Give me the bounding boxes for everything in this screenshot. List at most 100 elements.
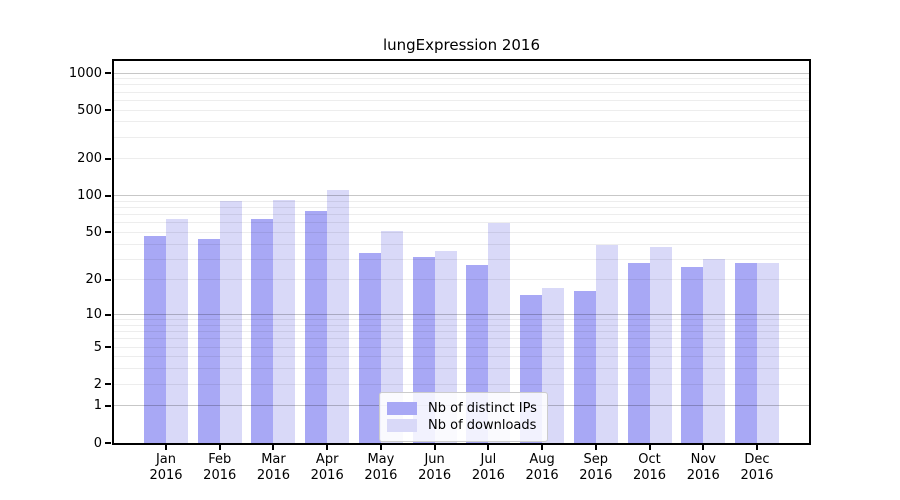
x-tick-month: Sep [583, 452, 609, 467]
x-tick-month: Dec [744, 452, 770, 467]
bar-downloads [166, 218, 188, 443]
x-axis-bottom-spine [111, 443, 811, 445]
x-tick-month: Jun [424, 452, 445, 467]
x-tick-year: 2016 [203, 468, 237, 483]
x-tick-year: 2016 [364, 468, 398, 483]
x-tick-month: Jul [480, 452, 497, 467]
y-gridline-major [113, 195, 809, 197]
y-tick [105, 346, 111, 349]
y-tick-label: 100 [77, 188, 102, 204]
y-gridline-major [113, 72, 809, 74]
x-tick-label: Nov 2016 [671, 452, 735, 484]
y-tick [105, 278, 111, 281]
bar-distinct-ips [305, 211, 328, 443]
bar-distinct-ips [358, 252, 381, 443]
y-gridline-minor [113, 338, 809, 340]
y-gridline-minor [113, 78, 809, 80]
y-gridline-minor [113, 383, 809, 385]
x-tick-year: 2016 [579, 468, 613, 483]
y-tick-label: 1 [93, 398, 102, 414]
x-tick [272, 445, 275, 450]
legend: Nb of distinct IPs Nb of downloads [379, 392, 548, 442]
y-tick [105, 72, 111, 74]
x-tick [487, 445, 490, 450]
y-tick-label: 2 [93, 376, 102, 392]
bar-distinct-ips [681, 266, 704, 443]
x-tick-label: Jul 2016 [456, 452, 520, 484]
x-tick [702, 445, 705, 450]
bar-downloads [327, 189, 350, 443]
bar-distinct-ips [197, 239, 220, 443]
bar-downloads [756, 262, 779, 443]
y-tick [105, 109, 111, 112]
x-tick-label: Apr 2016 [295, 452, 359, 484]
y-gridline-minor [113, 84, 809, 86]
chart-title: lungExpression 2016 [382, 36, 541, 54]
y-gridline-minor [113, 214, 809, 216]
y-tick-label: 50 [85, 224, 102, 240]
y-gridline-minor [113, 158, 809, 160]
y-gridline-minor [113, 368, 809, 370]
y-gridline-minor [113, 207, 809, 209]
y-tick [105, 404, 111, 407]
y-gridline-minor [113, 136, 809, 138]
x-tick-label: May 2016 [349, 452, 413, 484]
y-gridline-minor [113, 319, 809, 321]
y-gridline-minor [113, 279, 809, 281]
x-tick-year: 2016 [149, 468, 183, 483]
y-gridline-minor [113, 356, 809, 358]
bar-downloads [219, 201, 242, 443]
bar-downloads [703, 259, 726, 443]
y-gridline-major [113, 314, 809, 316]
x-tick [594, 445, 597, 450]
x-tick [165, 445, 167, 450]
legend-swatch-downloads [387, 419, 417, 432]
x-tick-label: Aug 2016 [510, 452, 574, 484]
x-tick-year: 2016 [418, 468, 452, 483]
bar-downloads [649, 246, 672, 443]
x-tick-label: Oct 2016 [618, 452, 682, 484]
bar-distinct-ips [573, 291, 596, 443]
y-gridline-minor [113, 231, 809, 233]
x-tick-year: 2016 [686, 468, 720, 483]
y-tick [105, 194, 111, 197]
x-tick-label: Sep 2016 [564, 452, 628, 484]
x-tick [218, 445, 221, 450]
bar-downloads [380, 231, 403, 443]
x-tick-month: May [367, 452, 395, 467]
x-tick [648, 445, 651, 450]
y-gridline-minor [113, 222, 809, 224]
y-gridline-minor [113, 346, 809, 348]
bar-distinct-ips [251, 219, 274, 443]
plot-area [113, 60, 809, 443]
y-gridline-minor [113, 331, 809, 333]
y-gridline-minor [113, 324, 809, 326]
legend-row-downloads: Nb of downloads [387, 418, 537, 433]
x-tick-year: 2016 [525, 468, 559, 483]
y-gridline-minor [113, 91, 809, 93]
legend-label-distinct-ips: Nb of distinct IPs [428, 401, 537, 416]
x-tick [433, 445, 436, 450]
x-tick-month: Nov [690, 452, 716, 467]
x-tick-year: 2016 [471, 468, 505, 483]
legend-label-downloads: Nb of downloads [428, 418, 537, 433]
x-tick-month: Feb [208, 452, 232, 467]
y-tick-label: 500 [77, 102, 102, 118]
x-tick-label: Dec 2016 [725, 452, 789, 484]
x-tick-label: Jan 2016 [134, 452, 198, 484]
x-tick-month: Jan [155, 452, 177, 467]
x-tick-month: Apr [315, 452, 339, 467]
bar-downloads [595, 245, 618, 443]
y-tick-label: 200 [77, 151, 102, 167]
x-tick-label: Mar 2016 [241, 452, 305, 484]
x-tick [541, 445, 544, 450]
bar-downloads [488, 222, 511, 443]
y-axis-left-spine [111, 59, 114, 445]
x-axis-top-spine [111, 59, 811, 61]
y-gridline-minor [113, 200, 809, 202]
bar-distinct-ips [144, 235, 166, 443]
y-axis-right-spine [808, 59, 811, 445]
x-tick-label: Feb 2016 [188, 452, 252, 484]
x-tick-month: Mar [261, 452, 286, 467]
